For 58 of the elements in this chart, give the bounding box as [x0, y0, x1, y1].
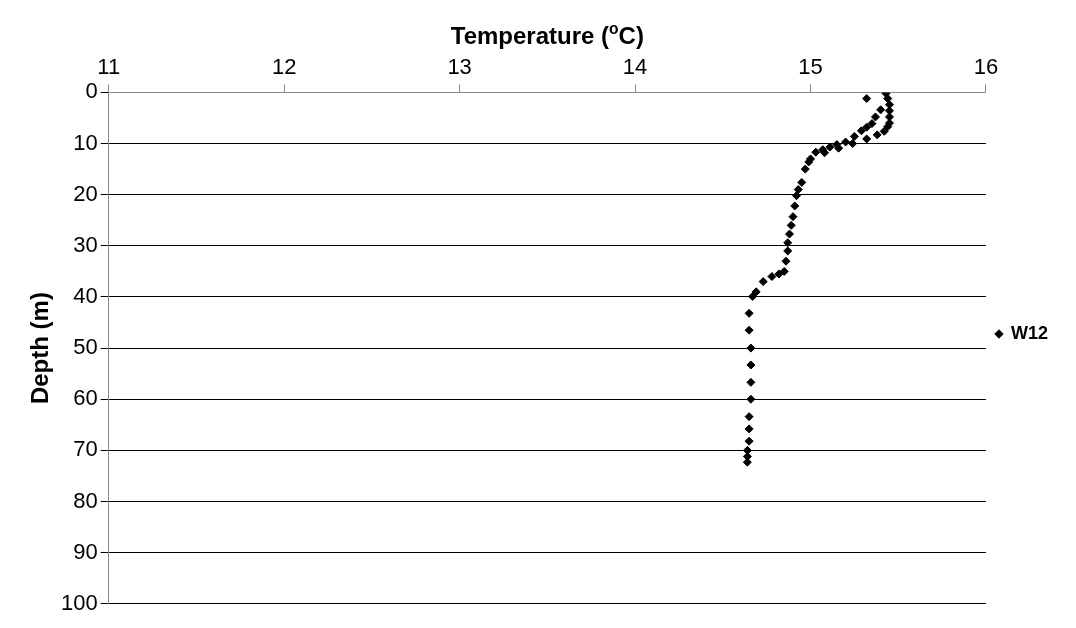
x-tick-label: 14 [622, 54, 648, 80]
point [783, 246, 793, 256]
point [792, 191, 801, 201]
point [746, 377, 756, 387]
point [862, 94, 872, 104]
point [876, 105, 886, 115]
point [744, 325, 754, 335]
point [746, 360, 756, 370]
point [746, 343, 756, 353]
point [767, 272, 777, 281]
y-tick-label: 10 [73, 129, 98, 155]
point [811, 147, 821, 157]
point [870, 112, 880, 122]
point [779, 266, 789, 276]
point [862, 122, 872, 132]
point [879, 126, 889, 136]
x-tick-label: 12 [271, 54, 297, 80]
y-tick-label: 0 [85, 78, 98, 104]
x-tick-label: 16 [973, 54, 999, 80]
point [781, 256, 791, 266]
point [786, 220, 796, 230]
point [841, 137, 851, 147]
y-tick-label: 50 [73, 334, 98, 360]
point [883, 94, 893, 104]
point [790, 201, 800, 211]
x-tick-label: 15 [798, 54, 823, 80]
y-tick-label: 20 [73, 180, 98, 206]
y-tick-label: 100 [60, 589, 98, 615]
point [783, 238, 793, 248]
x-tick-label: 11 [97, 54, 121, 80]
point [742, 445, 752, 455]
point [774, 269, 784, 279]
point [862, 134, 872, 144]
point [744, 436, 754, 446]
y-tick-label: 70 [73, 436, 98, 462]
x-tick-label: 13 [447, 54, 472, 80]
y-tick-label: 90 [73, 538, 98, 564]
point [748, 291, 758, 301]
point [856, 126, 866, 136]
point [797, 177, 807, 187]
point [849, 131, 859, 141]
point [788, 212, 798, 222]
y-tick-label: 30 [73, 231, 98, 257]
legend-label: W12 [1010, 322, 1048, 343]
y-axis-title: Depth (m) [26, 292, 53, 405]
point [848, 139, 858, 149]
point [872, 130, 882, 140]
point [744, 308, 754, 318]
point [744, 424, 754, 434]
y-tick-label: 80 [73, 487, 98, 513]
y-tick-label: 60 [73, 385, 98, 411]
point [758, 277, 768, 287]
point [784, 229, 794, 239]
point [746, 394, 756, 404]
point [744, 412, 754, 422]
y-tick-label: 40 [73, 283, 98, 309]
point [867, 119, 877, 129]
point [800, 164, 810, 174]
